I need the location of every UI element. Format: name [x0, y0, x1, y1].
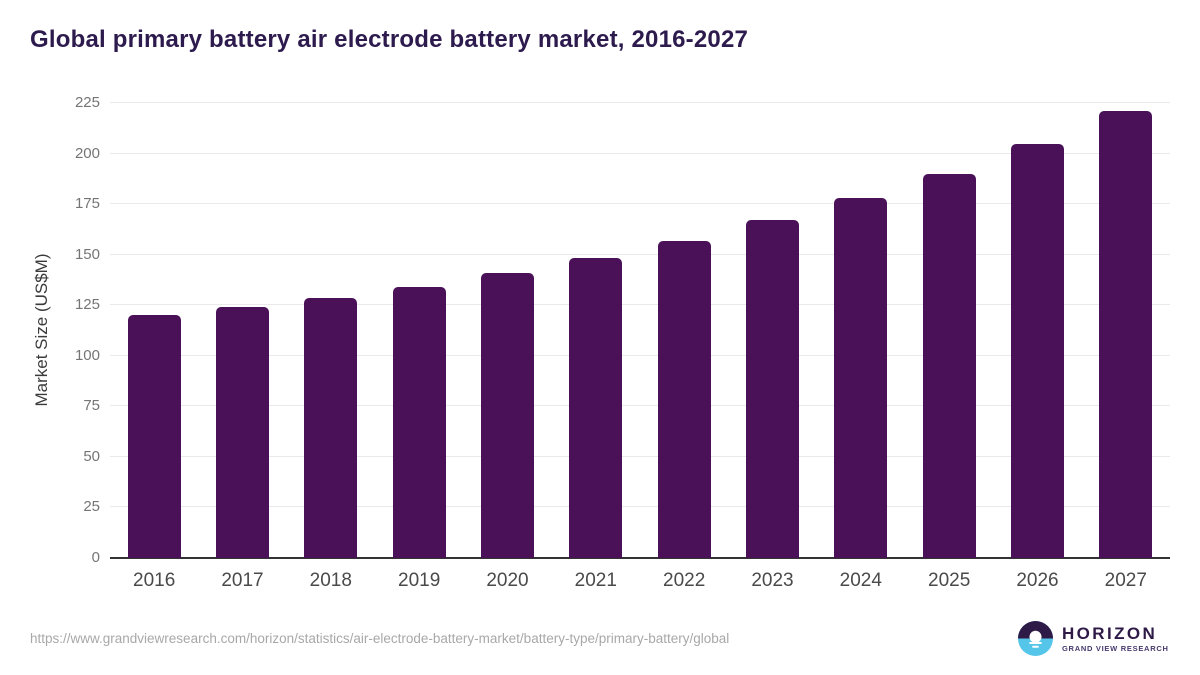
plot-area — [110, 102, 1170, 559]
gridline-25 — [110, 506, 1170, 508]
y-axis-title: Market Size (US$M) — [32, 253, 51, 407]
bar-2017[interactable] — [216, 307, 269, 558]
bar-2021[interactable] — [569, 257, 623, 558]
x-axis-label-2021: 2021 — [574, 570, 617, 591]
chart-title: Global primary battery air electrode bat… — [30, 26, 749, 53]
x-axis-label-2027: 2027 — [1104, 570, 1147, 591]
horizon-logo[interactable]: HORIZON GRAND VIEW RESEARCH — [1018, 621, 1169, 656]
y-tick-label-50: 50 — [83, 447, 100, 465]
x-axis-label-2026: 2026 — [1016, 570, 1059, 591]
source-url: https://www.grandviewresearch.com/horizo… — [30, 631, 730, 646]
x-axis-label-2019: 2019 — [398, 570, 441, 591]
bar-2018[interactable] — [304, 298, 358, 558]
bar-2027[interactable] — [1099, 111, 1153, 558]
x-axis-label-2018: 2018 — [309, 570, 352, 591]
y-tick-label-125: 125 — [74, 296, 100, 314]
y-tick-label-200: 200 — [74, 144, 100, 162]
logo-title: HORIZON — [1062, 624, 1158, 643]
x-axis-line — [110, 557, 1170, 559]
bar-2016[interactable] — [127, 315, 181, 558]
bar-2022[interactable] — [657, 240, 711, 558]
gridline-50 — [110, 455, 1170, 457]
bar-2025[interactable] — [922, 173, 976, 558]
gridline-200 — [110, 152, 1170, 154]
y-tick-label-25: 25 — [83, 498, 100, 516]
x-axis-label-2023: 2023 — [751, 570, 794, 591]
x-axis-label-2024: 2024 — [839, 570, 882, 591]
horizon-sunset-icon — [1018, 621, 1053, 656]
y-tick-label-225: 225 — [74, 94, 100, 111]
gridline-100 — [110, 354, 1170, 356]
y-tick-label-175: 175 — [74, 195, 100, 213]
bar-2020[interactable] — [481, 272, 534, 558]
gridline-175 — [110, 203, 1170, 205]
y-tick-label-75: 75 — [83, 397, 100, 415]
bar-2019[interactable] — [392, 287, 446, 558]
gridline-125 — [110, 304, 1170, 306]
x-axis-label-2022: 2022 — [663, 570, 706, 591]
x-axis-label-2020: 2020 — [486, 570, 529, 591]
bar-2024[interactable] — [834, 198, 888, 558]
y-tick-label-150: 150 — [74, 245, 100, 263]
y-tick-label-0: 0 — [91, 549, 100, 566]
x-axis-label-2017: 2017 — [221, 570, 264, 591]
gridline-75 — [110, 405, 1170, 407]
bar-2026[interactable] — [1011, 144, 1064, 558]
y-tick-label-100: 100 — [74, 346, 100, 364]
logo-subtitle: GRAND VIEW RESEARCH — [1062, 644, 1169, 653]
x-axis-label-2016: 2016 — [133, 570, 176, 591]
x-axis-label-2025: 2025 — [928, 570, 971, 591]
bar-2023[interactable] — [746, 220, 799, 558]
gridline-150 — [110, 253, 1170, 255]
gridline-225 — [110, 102, 1170, 103]
